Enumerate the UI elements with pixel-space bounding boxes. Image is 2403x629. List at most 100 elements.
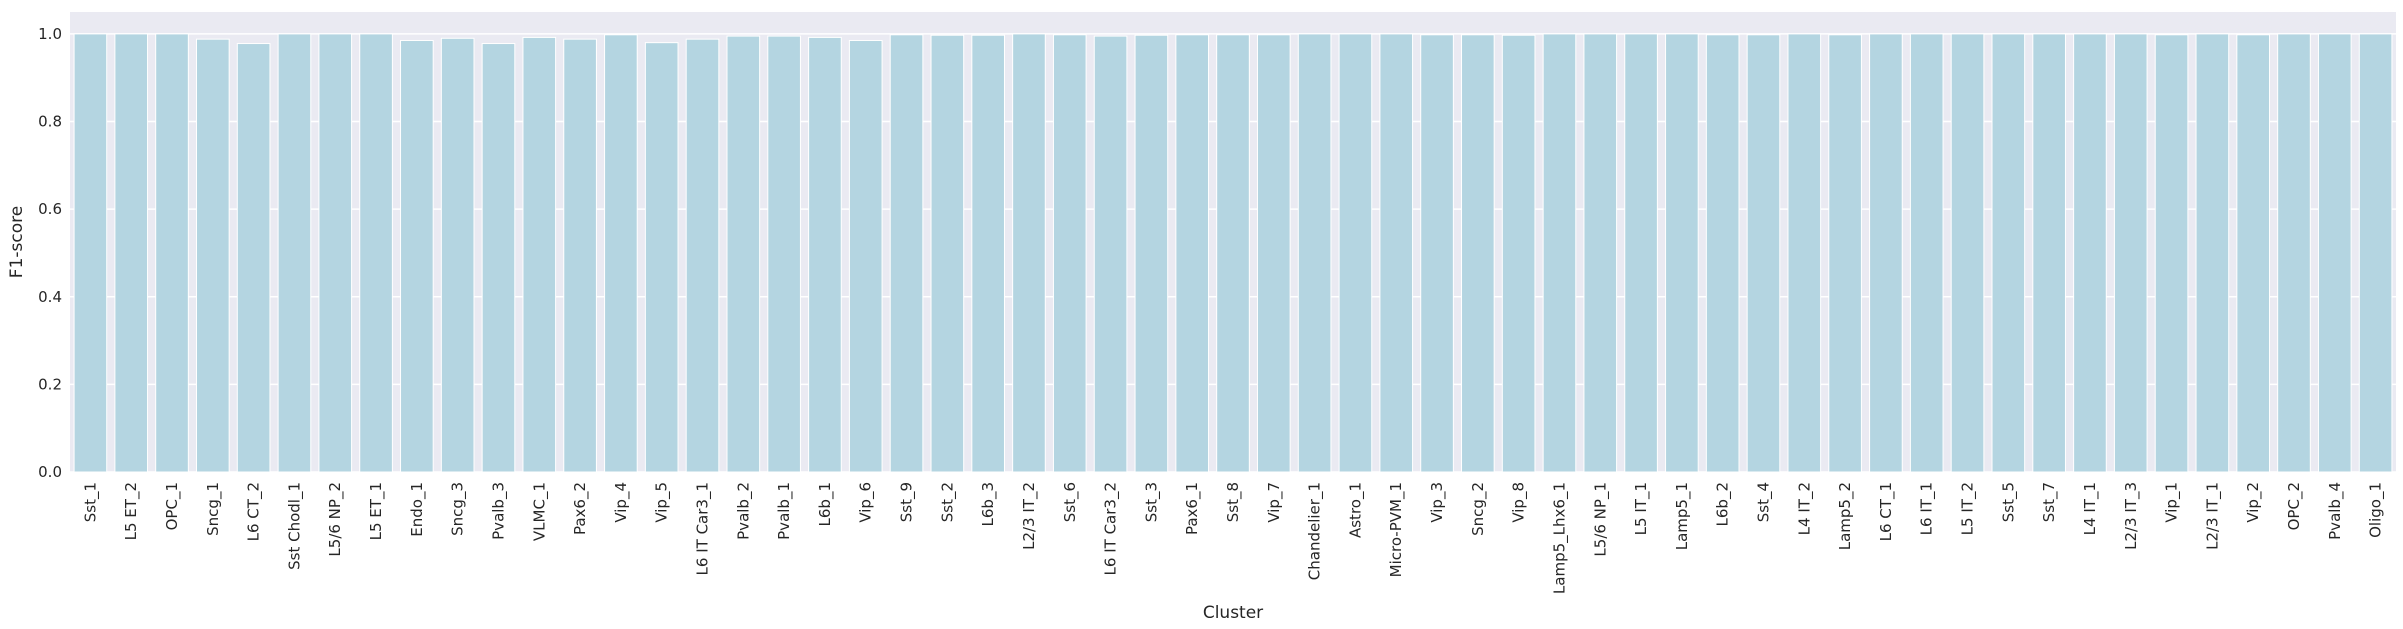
y-tick-label: 0.4 — [38, 288, 62, 306]
x-tick-label: Sncg_3 — [449, 482, 468, 536]
x-tick-label: Pvalb_2 — [734, 482, 753, 540]
bar — [2236, 34, 2270, 473]
bar — [359, 33, 393, 473]
x-tick-label: Micro-PVM_1 — [1387, 482, 1406, 577]
bar — [1093, 35, 1128, 473]
bar — [318, 33, 353, 473]
x-tick-label: Endo_1 — [408, 482, 427, 537]
x-tick-label: L6 IT Car3_1 — [694, 482, 713, 575]
bar — [1216, 34, 1250, 473]
x-tick-label: L2/3 IT_3 — [2122, 482, 2141, 550]
x-tick-label: Lamp5_1 — [1673, 482, 1692, 550]
bar — [73, 33, 108, 473]
x-tick-label: Sst_4 — [1754, 482, 1773, 522]
bar — [1624, 33, 1658, 473]
bar — [1787, 33, 1822, 473]
y-axis-ticks: 0.0 0.2 0.4 0.6 0.8 1.0 — [38, 25, 62, 481]
x-tick-label: L2/3 IT_1 — [2203, 482, 2222, 550]
bar — [1297, 33, 1332, 473]
x-tick-label: L5 ET_2 — [122, 482, 141, 540]
bar — [1705, 34, 1740, 473]
bar — [2358, 33, 2393, 473]
x-tick-label: Sst Chodl_1 — [285, 482, 304, 570]
bar — [1583, 33, 1618, 473]
bar — [1869, 33, 1903, 473]
x-tick-label: Sst_7 — [2040, 482, 2059, 522]
bar — [563, 38, 597, 473]
y-tick-label: 0.6 — [38, 200, 62, 218]
bar — [1379, 33, 1414, 473]
x-tick-label: Sst_6 — [1061, 482, 1080, 522]
bar — [604, 34, 638, 473]
bar — [481, 43, 516, 473]
x-tick-label: Sncg_1 — [204, 482, 223, 536]
bar — [1501, 34, 1536, 473]
bar — [1175, 34, 1210, 473]
bar — [2032, 33, 2066, 473]
y-axis-label: F1-score — [7, 206, 27, 278]
x-tick-label: L5/6 NP_2 — [326, 482, 345, 557]
bar — [277, 33, 312, 473]
bar — [236, 43, 271, 473]
bar — [767, 35, 801, 473]
x-tick-label: L2/3 IT_2 — [1020, 482, 1039, 550]
bar — [1746, 34, 1781, 473]
bar — [2277, 33, 2311, 473]
x-tick-label: Oligo_1 — [2367, 482, 2386, 538]
x-tick-label: Vip_8 — [1510, 482, 1529, 523]
bar — [155, 33, 189, 473]
y-tick-label: 0.2 — [38, 375, 62, 393]
bar — [808, 36, 842, 473]
bar — [1950, 33, 1985, 473]
x-tick-label: L5 IT_2 — [1959, 482, 1978, 535]
bar — [196, 38, 230, 473]
x-tick-label: Pvalb_4 — [2326, 482, 2345, 540]
x-tick-label: Vip_3 — [1428, 482, 1447, 523]
bar — [1542, 33, 1577, 473]
bars — [73, 33, 2393, 473]
bar — [522, 36, 557, 473]
y-tick-label: 0.0 — [38, 463, 62, 481]
x-tick-label: Pvalb_3 — [489, 482, 508, 540]
x-tick-label: Vip_2 — [2244, 482, 2263, 523]
x-tick-label: L6b_3 — [979, 482, 998, 526]
x-tick-label: Sst_3 — [1142, 482, 1161, 522]
bar — [2113, 33, 2148, 473]
bar — [2317, 33, 2352, 473]
x-tick-label: L6b_2 — [1714, 482, 1733, 526]
x-tick-label: L6 IT Car3_2 — [1102, 482, 1121, 575]
x-tick-label: Pax6_1 — [1183, 482, 1202, 535]
x-tick-label: L5 IT_1 — [1632, 482, 1651, 535]
x-tick-label: OPC_1 — [163, 482, 182, 530]
x-tick-label: Lamp5_Lhx6_1 — [1550, 482, 1569, 594]
x-tick-label: L6 IT_1 — [1918, 482, 1937, 535]
bar — [2154, 34, 2189, 473]
x-tick-label: Vip_6 — [857, 482, 876, 523]
x-tick-label: Pax6_2 — [571, 482, 590, 535]
bar — [889, 34, 924, 473]
x-tick-label: L6b_1 — [816, 482, 835, 526]
bar — [930, 34, 965, 473]
x-tick-label: Vip_1 — [2163, 482, 2182, 523]
x-tick-label: L4 IT_2 — [1795, 482, 1814, 535]
bar — [1256, 34, 1291, 473]
x-tick-label: Sst_8 — [1224, 482, 1243, 522]
x-tick-label: Pvalb_1 — [775, 482, 794, 540]
x-axis-ticks: Sst_1 L5 ET_2 OPC_1 Sncg_1 L6 CT_2 Sst Chodl_… — [81, 482, 2385, 594]
bar — [726, 35, 761, 473]
x-tick-label: Sncg_2 — [1469, 482, 1488, 536]
y-tick-label: 0.8 — [38, 113, 62, 131]
bar — [644, 42, 679, 473]
x-tick-label: L4 IT_1 — [2081, 482, 2100, 535]
x-tick-label: Sst_9 — [898, 482, 917, 522]
bar — [400, 39, 434, 473]
x-tick-label: Sst_1 — [81, 482, 100, 522]
x-tick-label: Vip_5 — [653, 482, 672, 523]
x-tick-label: L5/6 NP_1 — [1591, 482, 1610, 557]
bar — [440, 37, 475, 473]
bar — [1012, 33, 1046, 473]
bar — [1909, 33, 1944, 473]
x-tick-label: Vip_7 — [1265, 482, 1284, 523]
bar — [114, 33, 149, 473]
